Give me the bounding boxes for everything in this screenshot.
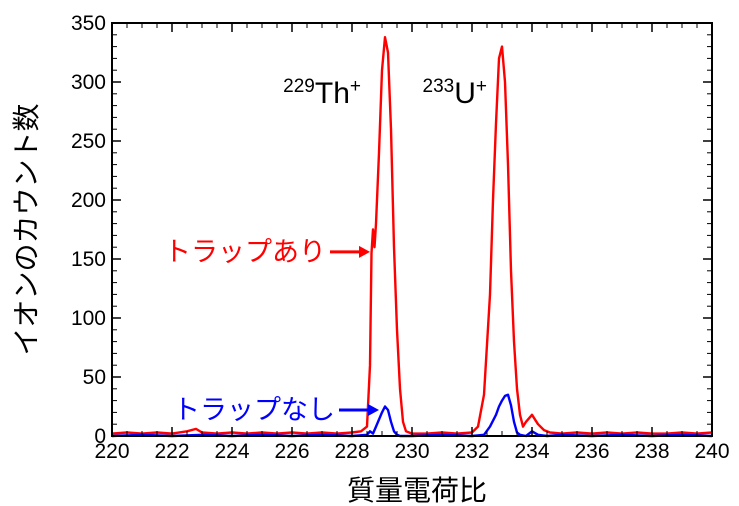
y-axis-title: イオンのカウント数 (10, 103, 43, 355)
y-tick-label: 100 (71, 307, 106, 330)
x-tick-label: 232 (454, 440, 489, 463)
peak-label-1: 233U+ (423, 76, 487, 110)
peak-label-0: 229Th+ (283, 76, 361, 110)
x-tick-label: 236 (574, 440, 609, 463)
annotation-arrowhead-1 (368, 404, 379, 417)
series-line-0 (111, 36, 713, 435)
annotation-label-1: トラップなし (173, 395, 335, 426)
x-tick-label: 228 (334, 440, 369, 463)
y-tick-label: 350 (71, 12, 106, 35)
y-tick-label: 50 (83, 366, 106, 389)
y-tick-label: 250 (71, 130, 106, 153)
x-axis-title: 質量電荷比 (347, 474, 487, 506)
x-tick-label: 224 (214, 440, 249, 463)
y-tick-label: 300 (71, 71, 106, 94)
x-tick-label: 238 (634, 440, 669, 463)
y-tick-label: 150 (71, 248, 106, 271)
annotation-label-0: トラップあり (164, 237, 326, 268)
label-layer: 質量電荷比 イオンのカウント数 229Th+ 233U+ (10, 76, 487, 506)
x-tick-label: 240 (694, 440, 729, 463)
plot-frame (111, 22, 713, 437)
y-tick-label: 200 (71, 189, 106, 212)
x-tick-label: 220 (94, 440, 129, 463)
x-tick-label: 234 (514, 440, 549, 463)
x-tick-label: 230 (394, 440, 429, 463)
tick-layer: 220 222 224 226 228 230 232 234 236 238 240 0 50 100 1… (71, 12, 730, 463)
y-tick-label: 0 (94, 425, 106, 448)
x-tick-label: 226 (274, 440, 309, 463)
x-tick-label: 222 (154, 440, 189, 463)
annotation-arrowhead-0 (359, 245, 370, 258)
